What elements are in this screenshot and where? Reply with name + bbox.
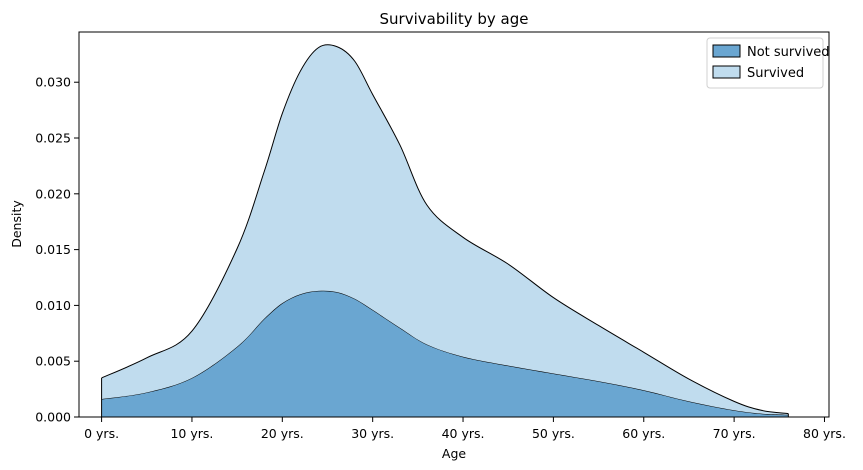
x-axis-label: Age [442,446,466,461]
x-axis: 0 yrs. 10 yrs. 20 yrs. 30 yrs. 40 yrs. 50 yrs… [84,417,846,441]
legend: Not survived Survived [706,37,830,89]
x-tick-label: 20 yrs. [261,426,304,441]
plot-frame [78,31,830,418]
legend-label: Not survived [747,45,830,60]
x-tick-label: 10 yrs. [170,426,213,441]
x-tick-label: 70 yrs. [713,426,756,441]
stacked-areas [101,44,789,418]
y-tick-label: 0.015 [35,242,71,257]
legend-label: Survived [747,66,804,81]
area-survived [101,44,789,415]
y-tick-label: 0.005 [35,354,71,369]
x-tick-label: 60 yrs. [622,426,665,441]
legend-swatch [712,65,741,79]
x-tick-label: 30 yrs. [351,426,394,441]
y-axis-label: Density [9,200,24,248]
y-tick-label: 0.010 [35,298,71,313]
y-tick-label: 0.020 [35,186,71,201]
y-tick-label: 0.030 [35,75,71,90]
x-tick-label: 40 yrs. [442,426,485,441]
area-not-survived [101,290,789,417]
y-axis: 0.000 0.005 0.010 0.015 0.020 0.025 0.030 [35,75,79,425]
x-tick-label: 80 yrs. [803,426,846,441]
area-edge-survived [101,44,789,415]
legend-swatch [712,44,741,58]
chart-title: Survivability by age [380,10,529,28]
y-tick-label: 0.025 [35,131,71,146]
y-tick-label: 0.000 [35,410,71,425]
x-tick-label: 0 yrs. [84,426,119,441]
x-tick-label: 50 yrs. [532,426,575,441]
